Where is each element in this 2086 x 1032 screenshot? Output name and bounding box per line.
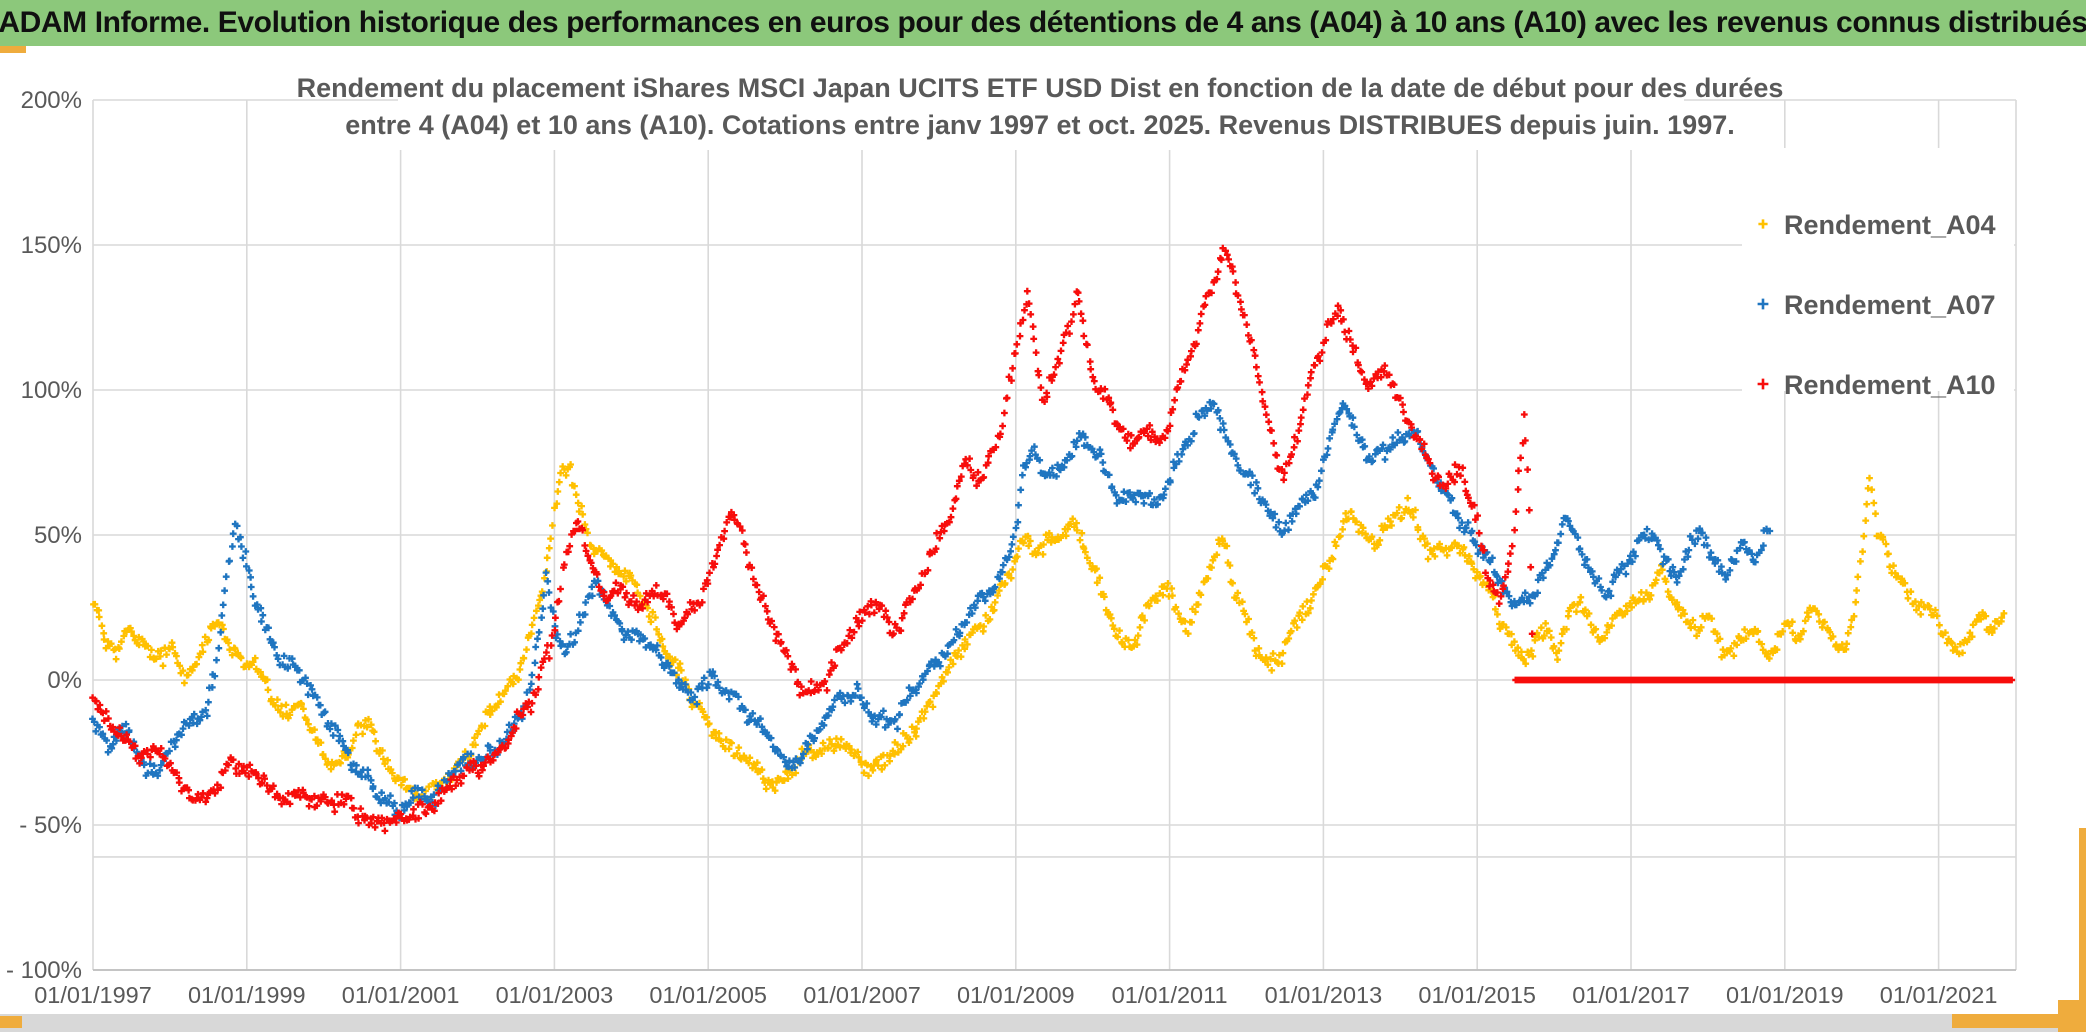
y-tick-label: 50% xyxy=(34,522,82,549)
legend-label-rendement_a10: Rendement_A10 xyxy=(1784,370,1996,400)
x-tick-label: 01/01/2007 xyxy=(803,982,921,1008)
x-tick-label: 01/01/2015 xyxy=(1418,982,1536,1008)
frame-accent-bottom-band xyxy=(1952,1014,2086,1028)
banner: ADAM Informe. Evolution historique des p… xyxy=(0,0,2086,46)
series-rendement_a07 xyxy=(89,398,1774,822)
y-tick-label: - 100% xyxy=(6,957,82,984)
legend-box xyxy=(1742,148,2014,391)
legend-marker-rendement_a07 xyxy=(1757,298,1769,310)
series-rendement_a04 xyxy=(90,461,2008,804)
frame-accent-corner xyxy=(2058,1000,2086,1032)
x-tick-label: 01/01/2001 xyxy=(342,982,460,1008)
y-tick-label: 0% xyxy=(47,667,82,694)
x-tick-label: 01/01/2017 xyxy=(1572,982,1690,1008)
frame-accent-right-bar xyxy=(2079,828,2086,1014)
performance-scatter-chart: 200% 150% 100% 50% 0% - 50% - 100%01/01/1997 01… xyxy=(6,64,2017,1008)
y-tick-label: - 50% xyxy=(19,812,82,839)
chart-title-line1: Rendement du placement iShares MSCI Japa… xyxy=(297,73,1784,103)
x-tick-label: 01/01/1999 xyxy=(188,982,306,1008)
legend-marker-rendement_a10 xyxy=(1757,378,1769,390)
legend-label-rendement_a04: Rendement_A04 xyxy=(1784,210,1996,240)
title-backdrop xyxy=(398,64,1684,150)
legend-marker-rendement_a04 xyxy=(1758,219,1768,229)
x-tick-label: 01/01/2021 xyxy=(1880,982,1998,1008)
y-tick-label: 100% xyxy=(21,377,82,404)
x-tick-label: 01/01/1997 xyxy=(34,982,152,1008)
x-tick-label: 01/01/2011 xyxy=(1112,982,1228,1008)
banner-title: ADAM Informe. Evolution historique des p… xyxy=(0,6,2086,39)
chart-title-line2: entre 4 (A04) et 10 ans (A10). Cotations… xyxy=(345,110,1734,140)
x-tick-label: 01/01/2003 xyxy=(496,982,614,1008)
series-rendement_a10 xyxy=(89,244,1536,835)
y-tick-label: 150% xyxy=(21,232,82,259)
bottom-strip xyxy=(0,1014,2086,1032)
series-rendement_a10-flat xyxy=(1512,676,2016,684)
x-tick-label: 01/01/2005 xyxy=(649,982,767,1008)
legend-label-rendement_a07: Rendement_A07 xyxy=(1784,290,1996,320)
y-tick-label: 200% xyxy=(21,87,82,114)
frame-accent-bottom-left xyxy=(0,1016,22,1028)
x-tick-label: 01/01/2013 xyxy=(1265,982,1383,1008)
frame-accent-top-left xyxy=(0,46,26,53)
x-tick-label: 01/01/2009 xyxy=(957,982,1075,1008)
x-tick-label: 01/01/2019 xyxy=(1726,982,1844,1008)
